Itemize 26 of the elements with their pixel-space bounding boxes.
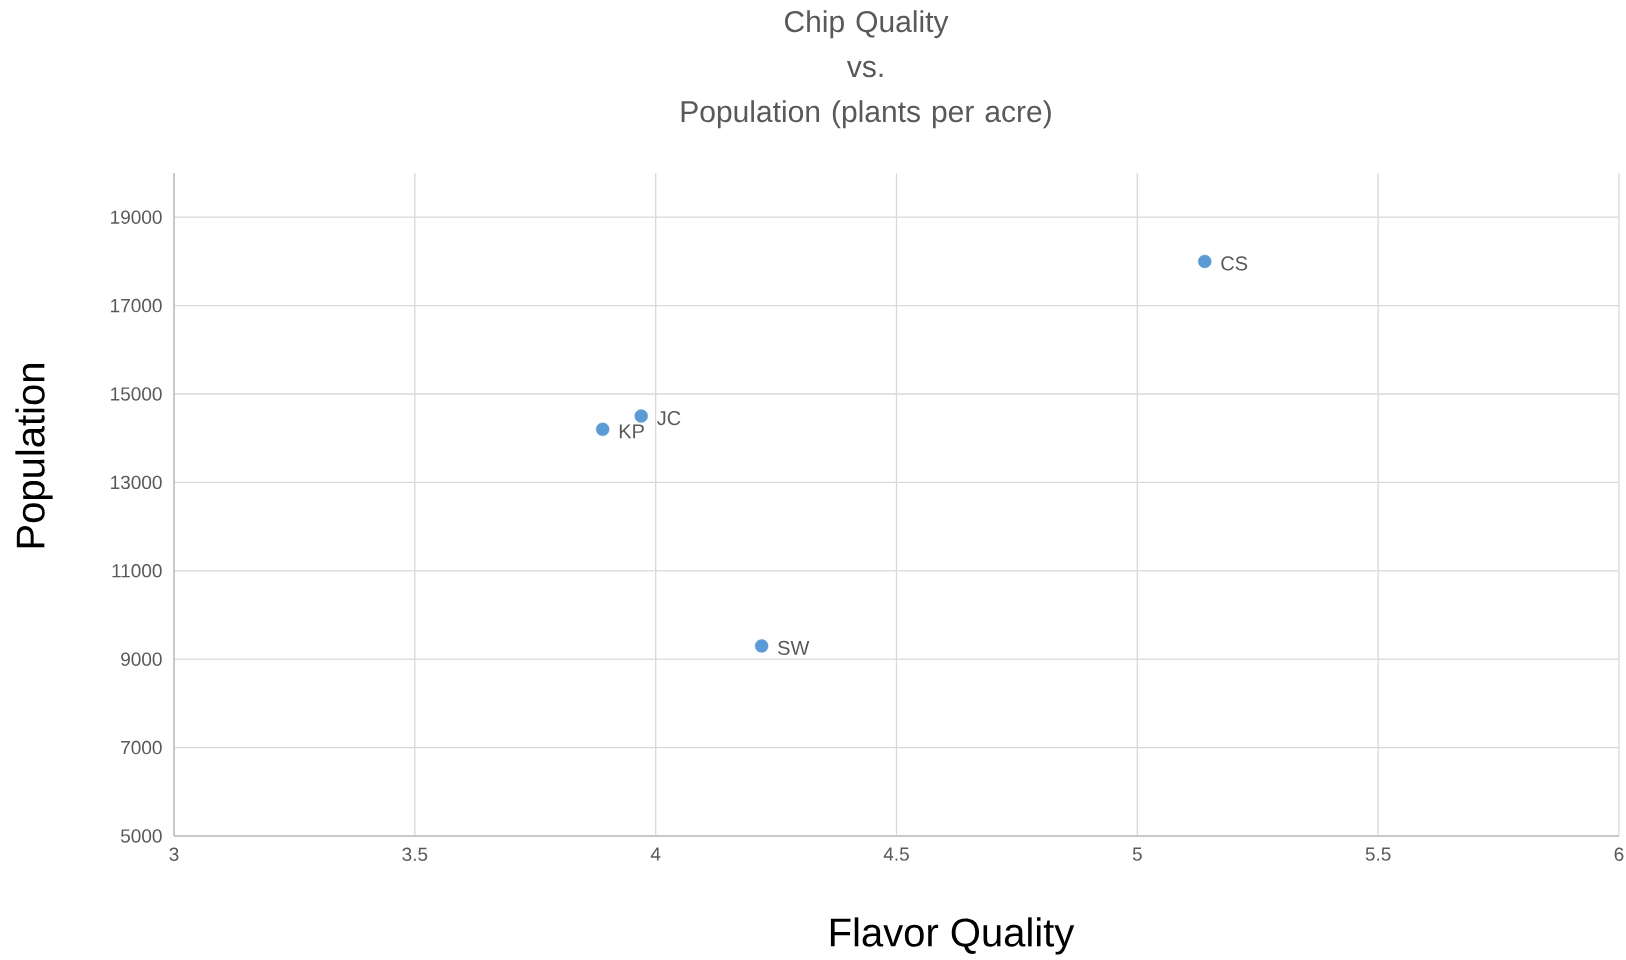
x-tick-label: 3.5 xyxy=(402,847,428,861)
x-tick-label: 4 xyxy=(650,847,661,861)
y-axis-title: Population xyxy=(15,364,53,548)
x-tick-label: 5.5 xyxy=(1365,847,1391,861)
annotation: CS xyxy=(1221,256,1248,271)
point xyxy=(754,639,769,653)
point xyxy=(634,409,648,423)
x-tick-label: 5 xyxy=(1132,847,1142,861)
chart-title: Chip Quality vs. Population (plants per acre) xyxy=(681,10,1051,129)
y-tick-label: 7000 xyxy=(121,740,162,755)
annotation: JC xyxy=(657,411,681,426)
y-tick-label: 5000 xyxy=(120,829,162,843)
x-tick-label: 6 xyxy=(1614,847,1624,861)
x-tick-label: 4.5 xyxy=(883,847,909,861)
x-axis-title: Flavor Quality xyxy=(830,917,1075,955)
annotation: SW xyxy=(778,640,810,655)
point xyxy=(595,422,610,437)
x-tick-label: 3 xyxy=(169,847,179,861)
annotation: KP xyxy=(619,424,644,439)
y-tick-label: 13000 xyxy=(111,475,162,490)
y-tick-label: 19000 xyxy=(111,210,162,224)
point xyxy=(1198,254,1212,269)
y-tick-label: 9000 xyxy=(121,652,162,666)
y-tick-label: 11000 xyxy=(112,564,162,578)
y-tick-label: 15000 xyxy=(111,387,162,401)
y-tick-label: 17000 xyxy=(111,298,162,313)
